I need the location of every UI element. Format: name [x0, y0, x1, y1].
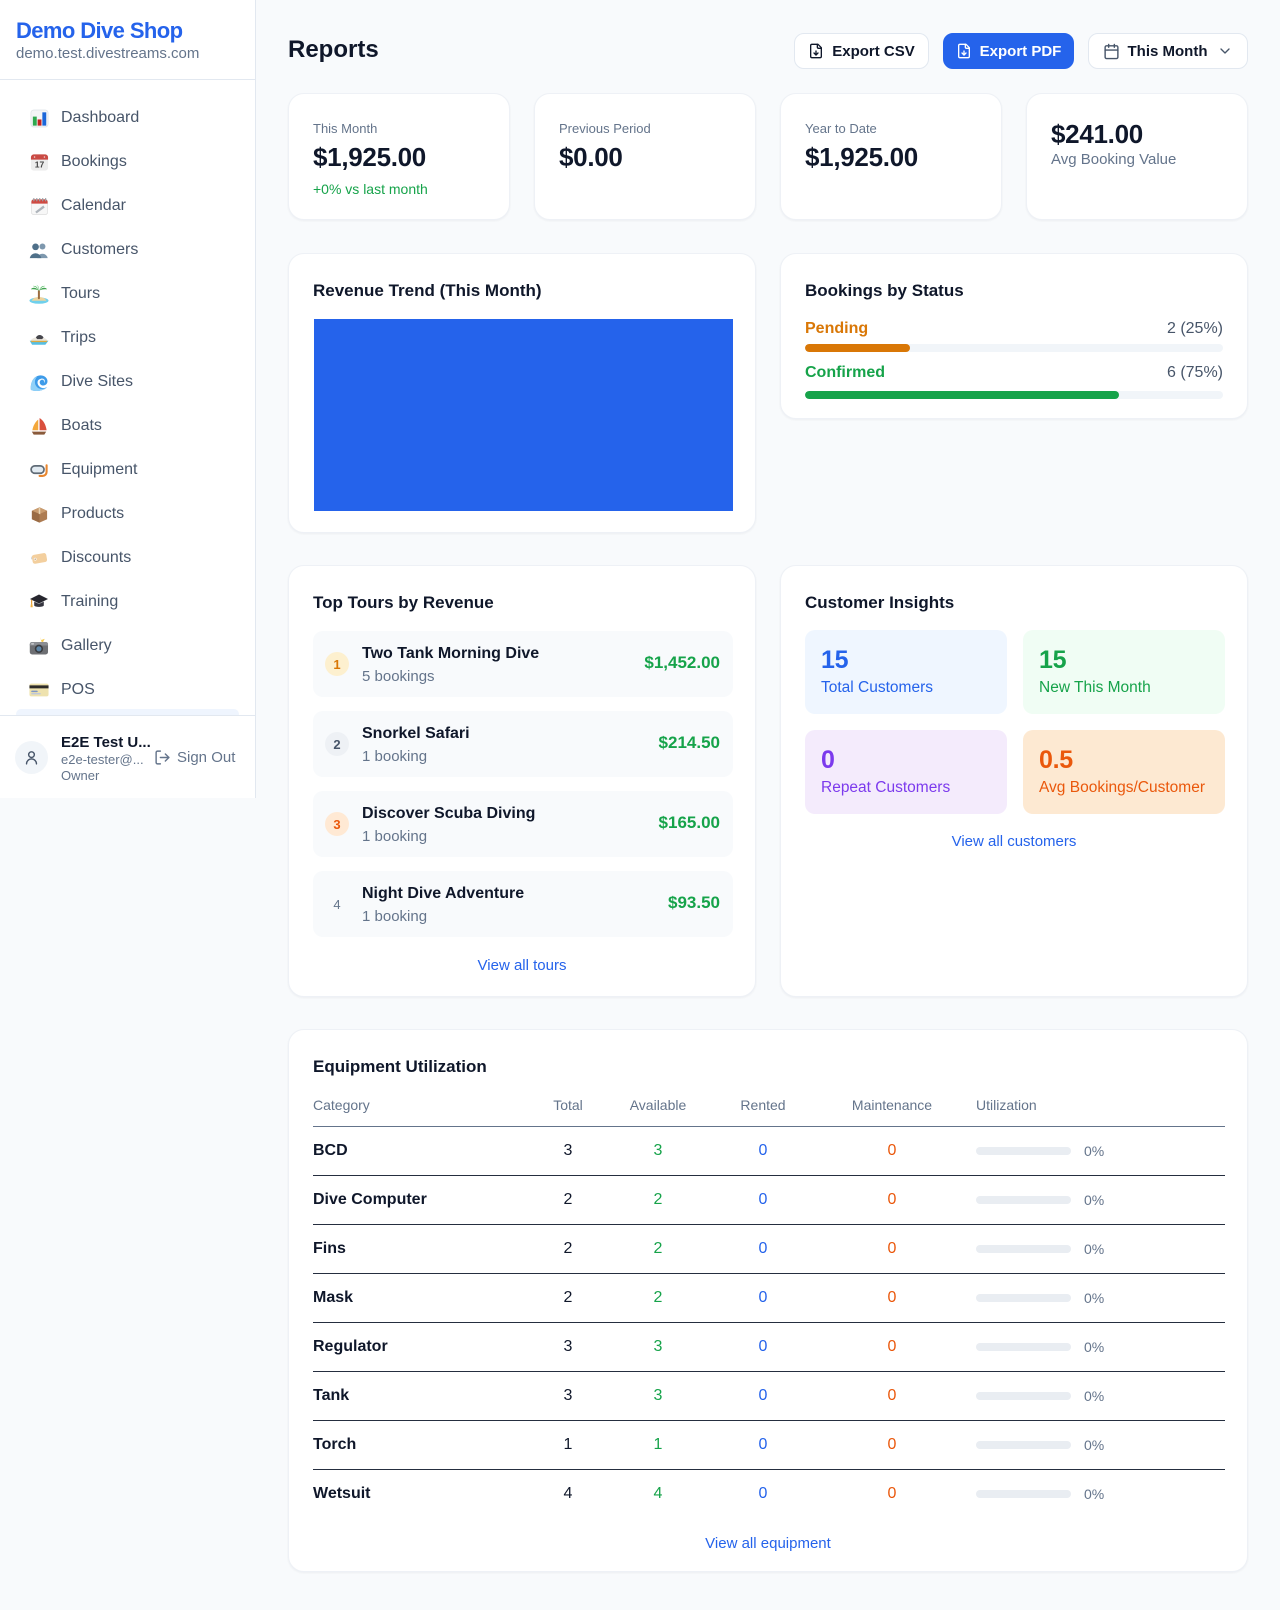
svg-text:17: 17 — [34, 159, 44, 169]
